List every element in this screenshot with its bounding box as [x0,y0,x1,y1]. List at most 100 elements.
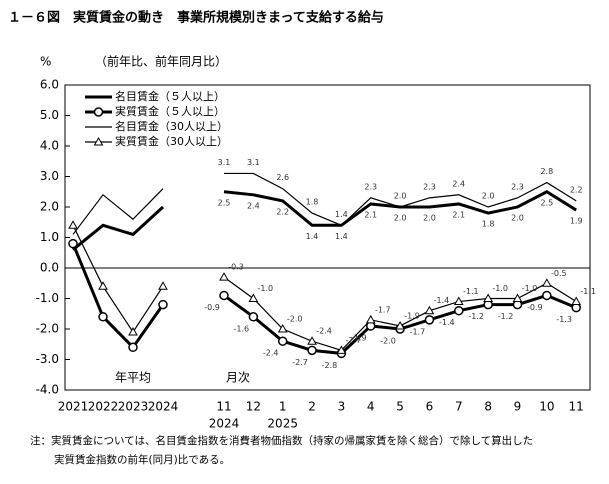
data-label: 2.6 [276,173,289,182]
note: 注：実質賃金については、名目賃金指数を消費者物価指数（持家の帰属家賃を除く総合）… [30,434,533,447]
data-point [307,336,317,345]
data-label: 2.1 [452,210,465,219]
data-label: 2.4 [247,201,260,210]
data-label: 2.8 [540,167,553,176]
data-label: -1.6 [234,324,250,333]
legend-label: 名目賃金（30人以上） [115,119,228,133]
x-tick-label: 6 [426,400,434,414]
x-sublabel: 2024 [209,417,240,431]
y-tick-label: -3.0 [36,352,59,366]
legend-label: 実質賃金（30人以上） [115,134,228,148]
data-point [219,290,229,301]
legend-label: 実質賃金（５人以上） [115,104,225,118]
data-label: -1.3 [556,315,572,324]
data-point [571,296,582,306]
x-tick-label: 1 [279,400,287,414]
data-point [248,312,259,322]
y-tick-label: -2.0 [36,322,59,336]
data-point [542,290,552,301]
x-tick-label: 8 [484,400,492,414]
data-label: 2.0 [511,214,524,223]
legend-marker [93,107,104,117]
data-point [365,314,376,324]
data-label: 2.0 [482,192,495,201]
data-label: -0.5 [551,269,567,278]
data-label: -1.9 [404,311,420,320]
y-tick-label: 6.0 [40,78,59,92]
data-point [277,323,288,333]
legend-marker [93,136,104,146]
x-tick-label: 11 [216,400,231,414]
data-label: 1.4 [335,210,348,219]
annotation: 年平均 [115,371,151,385]
data-label: -0.9 [527,303,543,312]
x-tick-label: 7 [455,400,463,414]
y-label: （前年比、前年同月比） [95,54,227,69]
series-line [72,205,165,251]
data-point [307,345,317,356]
data-point [248,293,259,302]
data-label: -2.8 [322,361,338,370]
y-tick-label: 1.0 [40,230,59,244]
data-label: -1.4 [439,318,455,327]
data-point [68,238,78,249]
x-tick-label: 2 [308,400,316,414]
data-label: -1.0 [492,284,508,293]
data-point [128,327,138,336]
x-tick-label: 2023 [118,400,149,414]
data-label: 2.3 [364,182,377,191]
y-tick-label: 4.0 [40,139,59,153]
data-label: -1.4 [434,296,450,305]
data-label: -1.0 [522,284,538,293]
y-tick-label: 5.0 [40,108,59,122]
x-tick-label: 9 [514,400,522,414]
data-label: -1.1 [580,287,596,296]
data-label: 2.0 [394,192,407,201]
x-tick-label: 12 [246,400,261,414]
data-label: -0.9 [204,303,220,312]
x-tick-label: 10 [539,400,554,414]
data-point [512,293,523,302]
data-point [424,305,435,315]
x-tick-label: 4 [367,400,375,414]
y-tick-label: 3.0 [40,169,59,183]
data-label: 1.9 [570,217,583,226]
data-label: -0.3 [228,263,244,272]
data-label: 3.1 [247,158,260,167]
y-tick-label: 2.0 [40,200,59,214]
y-unit: % [40,55,51,69]
data-label: -2.4 [316,327,332,336]
series-line [224,172,577,227]
data-point [158,299,168,310]
data-label: 2.1 [364,210,377,219]
series-line [72,225,164,334]
x-tick-label: 11 [569,400,584,414]
data-point [98,281,108,290]
data-point [454,305,464,316]
series-line [72,188,164,235]
data-label: 2.0 [394,214,407,223]
data-label: 2.3 [423,182,436,191]
x-tick-label: 3 [338,400,346,414]
data-point [98,312,108,322]
data-label: -1.7 [375,305,391,314]
data-label: 2.4 [452,179,465,188]
y-tick-label: 0.0 [40,261,59,275]
data-point [219,272,229,281]
data-label: 2.2 [570,185,583,194]
x-tick-label: 5 [396,400,404,414]
data-label: 3.1 [218,158,231,167]
note: 実質賃金指数の前年(同月)比である。 [54,453,230,466]
legend-label: 名目賃金（５人以上） [115,89,225,103]
y-tick-label: -4.0 [36,383,59,397]
data-point [483,293,494,302]
data-label: 1.4 [306,232,319,241]
data-label: -1.7 [410,327,426,336]
data-label: -2.0 [287,315,303,324]
data-label: -1.2 [468,312,484,321]
x-tick-label: 2021 [58,400,89,414]
data-point [158,281,168,290]
data-point [336,345,347,354]
data-point [395,320,405,330]
